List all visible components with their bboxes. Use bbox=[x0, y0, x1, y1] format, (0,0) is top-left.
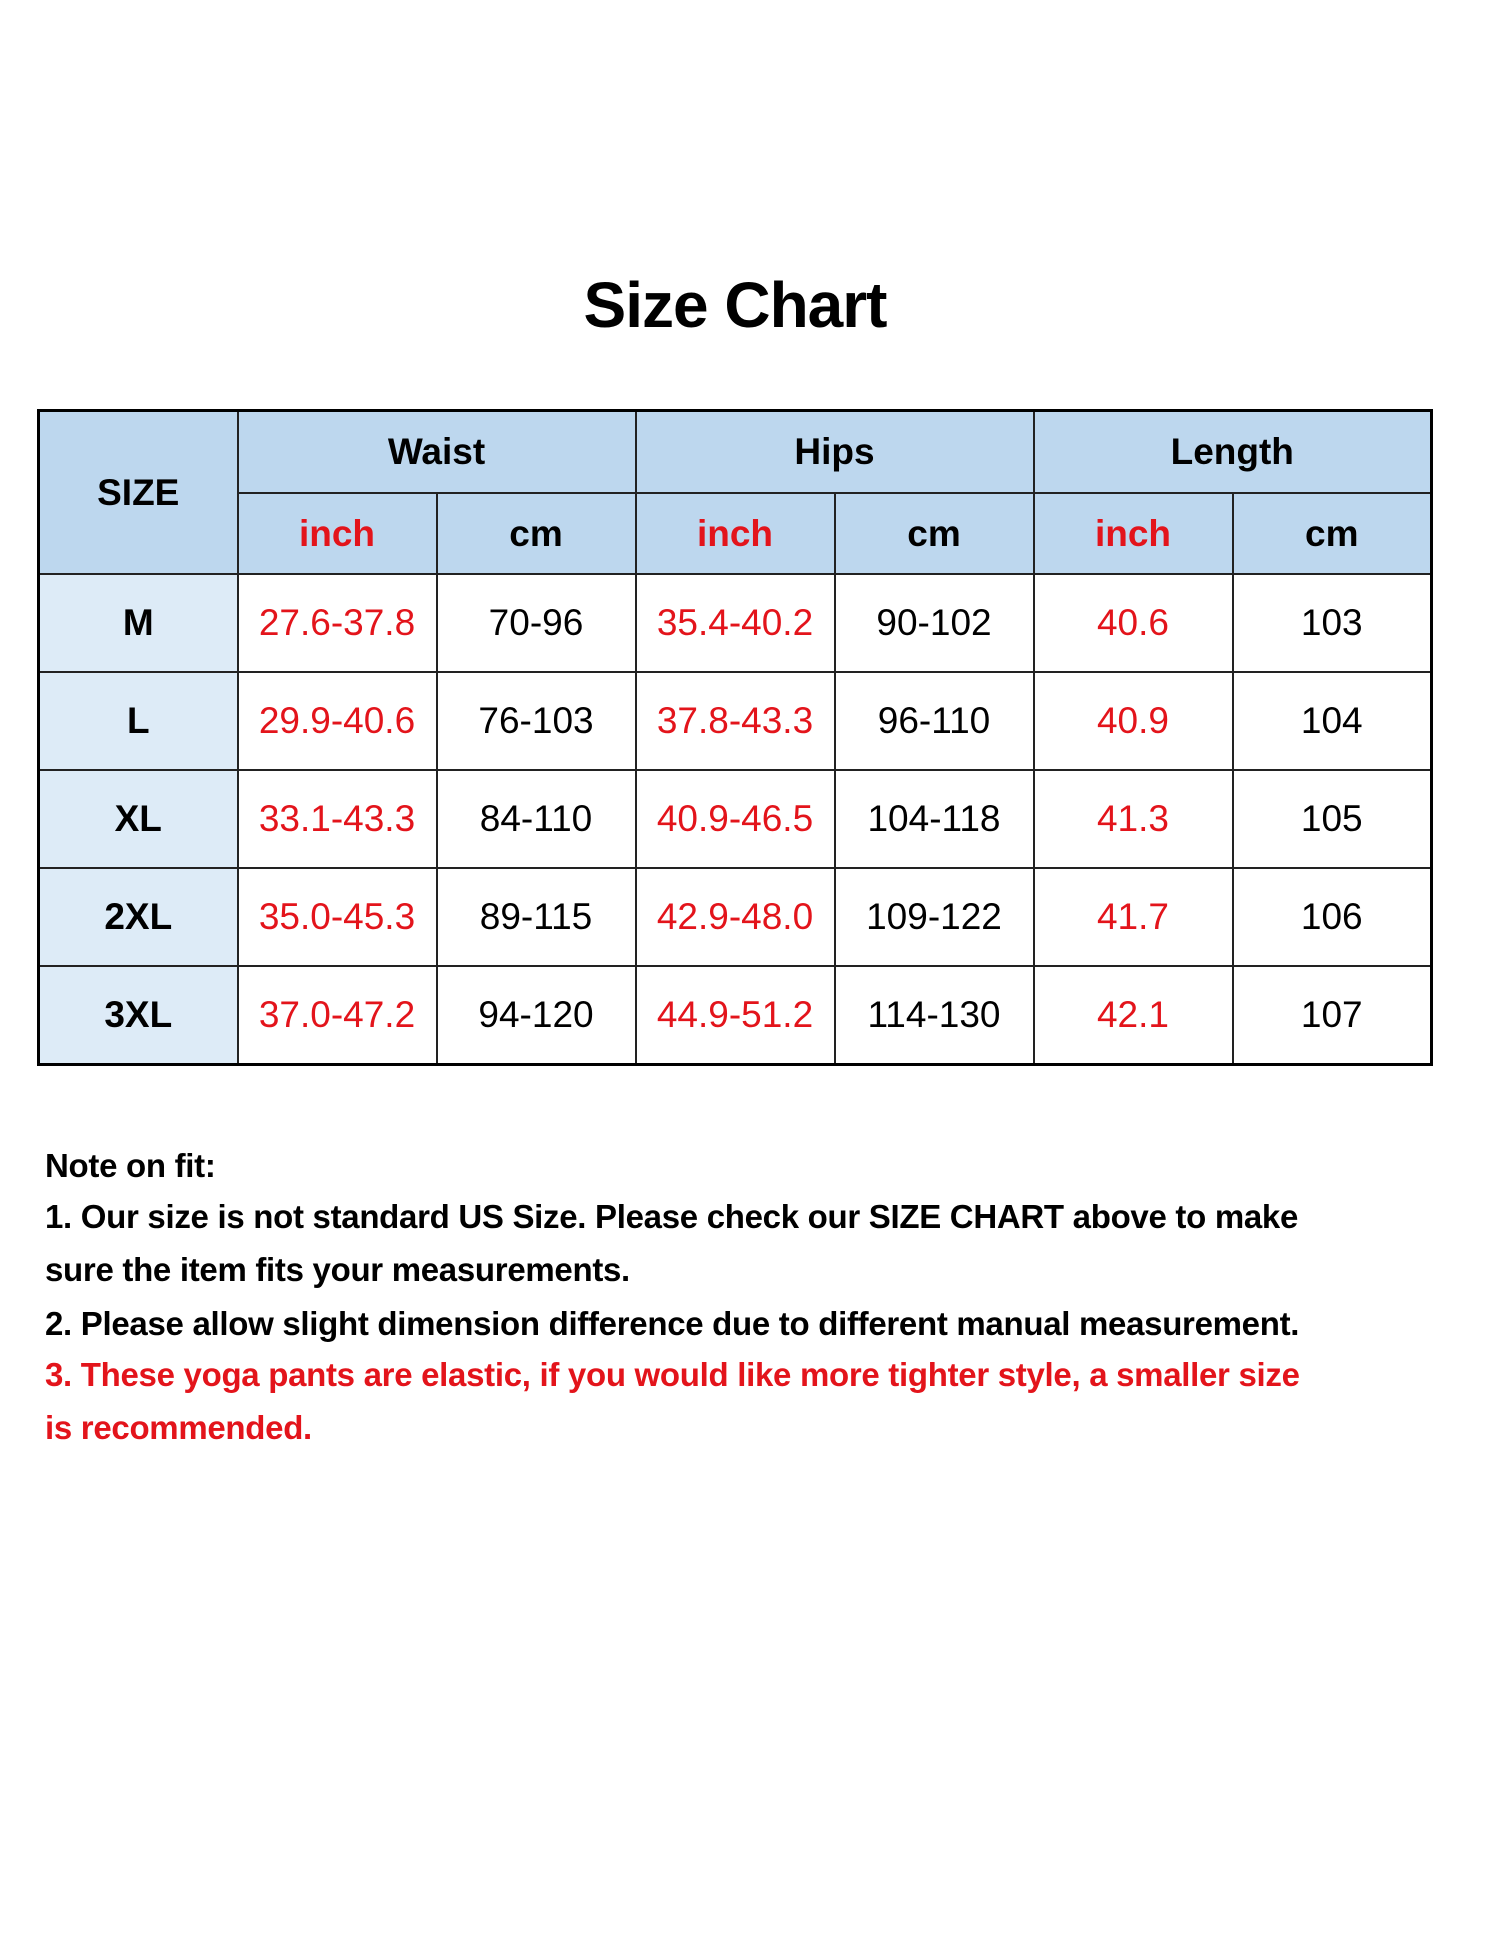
table-row: 2XL 35.0-45.3 89-115 42.9-48.0 109-122 41.7 10… bbox=[37, 867, 1433, 967]
table-row: 3XL 37.0-47.2 94-120 44.9-51.2 114-130 42.1 10… bbox=[37, 965, 1433, 1066]
inch-cell: 40.9 bbox=[1032, 671, 1234, 771]
note-1-text-end: above to make bbox=[1063, 1198, 1299, 1235]
note-3-continued: is recommended. bbox=[45, 1409, 312, 1446]
size-cell: XL bbox=[37, 769, 239, 869]
page-title: Size Chart bbox=[583, 269, 888, 341]
inch-cell: 33.1-43.3 bbox=[236, 769, 438, 869]
inch-cell: 35.4-40.2 bbox=[634, 573, 836, 673]
inch-cell: 44.9-51.2 bbox=[634, 965, 836, 1066]
inch-cell: 27.6-37.8 bbox=[236, 573, 438, 673]
cm-cell: 89-115 bbox=[435, 867, 637, 967]
cm-cell: 103 bbox=[1231, 573, 1433, 673]
header-row-units: inch cm inch cm inch cm bbox=[39, 492, 1433, 575]
cm-cell: 105 bbox=[1231, 769, 1433, 869]
note-3: 3. These yoga pants are elastic, if you … bbox=[45, 1356, 1300, 1393]
note-1-continued: sure the item fits your measurements. bbox=[45, 1251, 630, 1288]
header-length: Length bbox=[1032, 409, 1433, 494]
inch-cell: 37.8-43.3 bbox=[634, 671, 836, 771]
size-cell: L bbox=[37, 671, 239, 771]
size-cell: 3XL bbox=[37, 965, 239, 1066]
unit-header: inch bbox=[634, 492, 836, 575]
unit-header: cm bbox=[833, 492, 1035, 575]
inch-cell: 37.0-47.2 bbox=[236, 965, 438, 1066]
cm-cell: 106 bbox=[1231, 867, 1433, 967]
inch-cell: 40.6 bbox=[1032, 573, 1234, 673]
inch-cell: 42.9-48.0 bbox=[634, 867, 836, 967]
fit-notes: Note on fit: 1. Our size is not standard… bbox=[45, 1140, 1485, 1456]
table-row: M 27.6-37.8 70-96 35.4-40.2 90-102 40.6 103 bbox=[37, 573, 1433, 673]
size-header: SIZE bbox=[37, 409, 239, 575]
cm-cell: 84-110 bbox=[435, 769, 637, 869]
header-waist: Waist bbox=[236, 409, 637, 494]
table-row: L 29.9-40.6 76-103 37.8-43.3 96-110 40.9 104 bbox=[37, 671, 1433, 771]
inch-cell: 42.1 bbox=[1032, 965, 1234, 1066]
size-cell: 2XL bbox=[37, 867, 239, 967]
note-1-text: 1. Our size is not standard US Size. Ple… bbox=[45, 1198, 869, 1235]
cm-cell: 96-110 bbox=[833, 671, 1035, 771]
inch-cell: 29.9-40.6 bbox=[236, 671, 438, 771]
size-chart-table: SIZE Waist Hips Length inch cm inch cm i… bbox=[37, 409, 1433, 1066]
inch-cell: 41.3 bbox=[1032, 769, 1234, 869]
inch-cell: 40.9-46.5 bbox=[634, 769, 836, 869]
cm-cell: 94-120 bbox=[435, 965, 637, 1066]
note-2: 2. Please allow slight dimension differe… bbox=[45, 1305, 1300, 1342]
inch-cell: 41.7 bbox=[1032, 867, 1234, 967]
cm-cell: 109-122 bbox=[833, 867, 1035, 967]
table-row: XL 33.1-43.3 84-110 40.9-46.5 104-118 41.3 105 bbox=[37, 769, 1433, 869]
notes-heading: Note on fit: bbox=[45, 1147, 216, 1184]
cm-cell: 76-103 bbox=[435, 671, 637, 771]
cm-cell: 90-102 bbox=[833, 573, 1035, 673]
unit-header: cm bbox=[435, 492, 637, 575]
unit-header: inch bbox=[1032, 492, 1234, 575]
cm-cell: 107 bbox=[1231, 965, 1433, 1066]
size-cell: M bbox=[37, 573, 239, 673]
unit-header: inch bbox=[236, 492, 438, 575]
header-hips: Hips bbox=[634, 409, 1035, 494]
header-row-groups: SIZE Waist Hips Length bbox=[37, 409, 1433, 575]
cm-cell: 104 bbox=[1231, 671, 1433, 771]
cm-cell: 114-130 bbox=[833, 965, 1035, 1066]
inch-cell: 35.0-45.3 bbox=[236, 867, 438, 967]
cm-cell: 70-96 bbox=[435, 573, 637, 673]
note-1-emphasis: SIZE CHART bbox=[868, 1198, 1064, 1235]
unit-header: cm bbox=[1231, 492, 1433, 575]
cm-cell: 104-118 bbox=[833, 769, 1035, 869]
note-1: 1. Our size is not standard US Size. Ple… bbox=[45, 1191, 1485, 1242]
